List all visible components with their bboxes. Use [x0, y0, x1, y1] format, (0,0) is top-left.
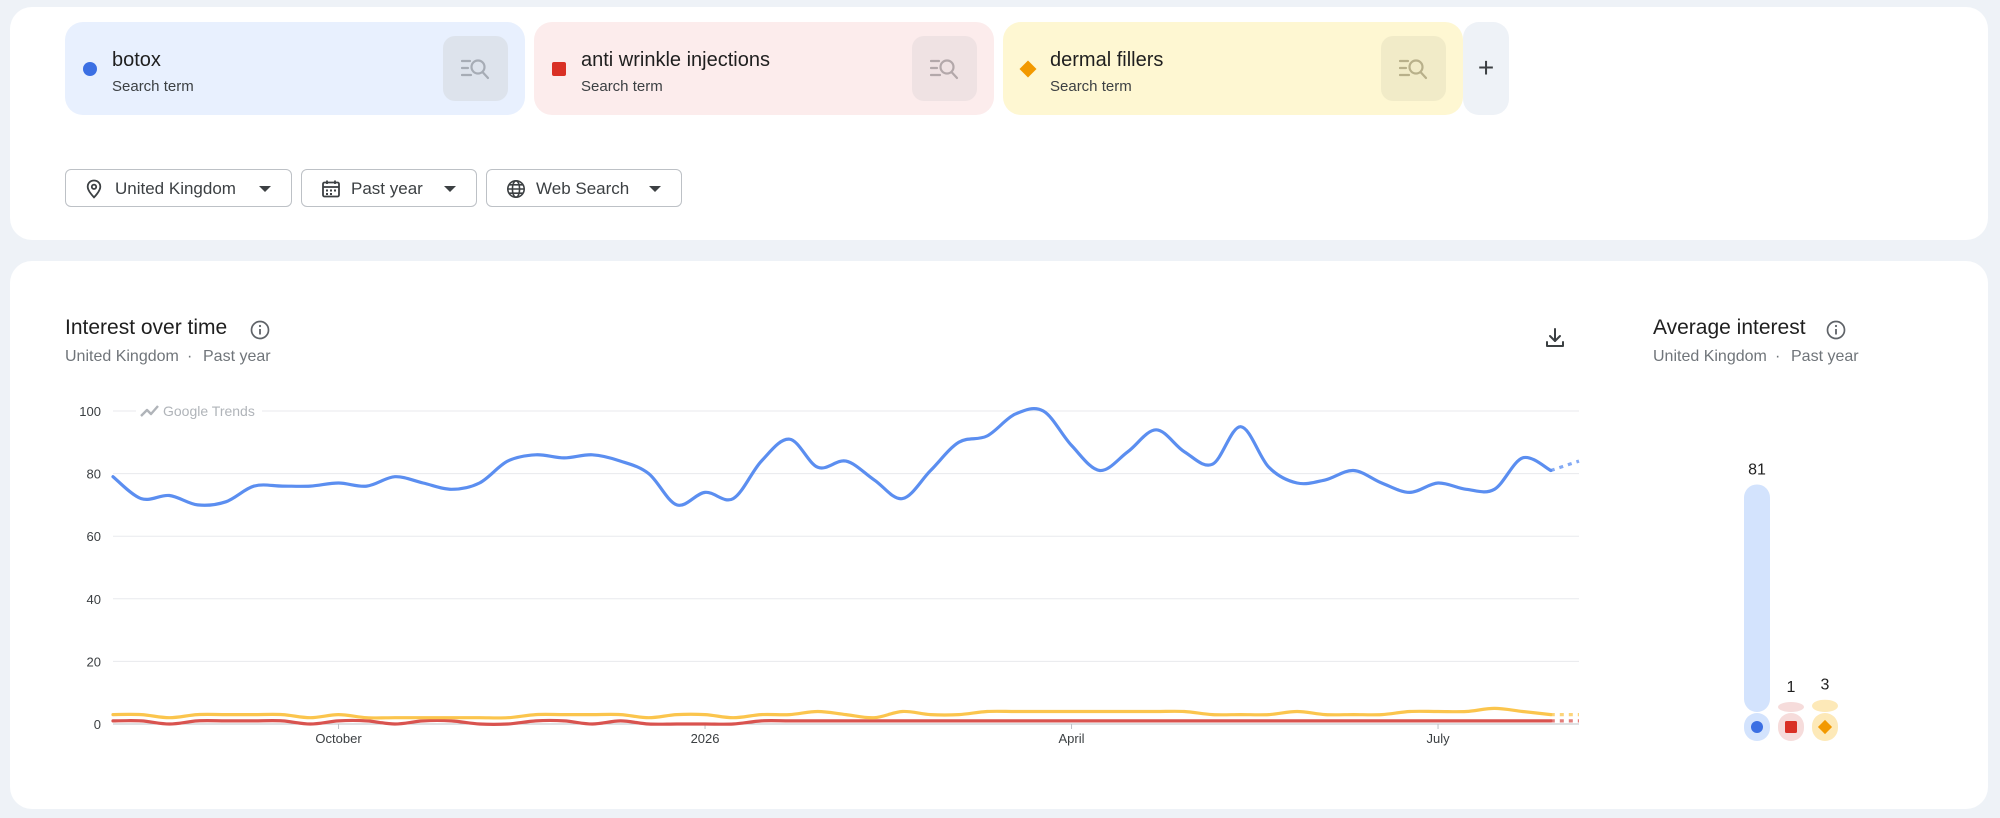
watermark-label: Google Trends — [163, 403, 255, 419]
diamond-marker-icon — [1817, 719, 1833, 735]
x-tick-label: 2026 — [691, 731, 720, 746]
search-list-icon — [1399, 59, 1428, 80]
location-filter-label: United Kingdom — [115, 179, 236, 198]
subtitle-separator: · — [1775, 348, 1781, 365]
time-range-filter-label: Past year — [351, 179, 423, 198]
circle-marker-icon — [1751, 721, 1763, 733]
square-marker-icon — [552, 62, 566, 76]
avg-bar-botox — [1744, 484, 1770, 712]
search-type-filter-label: Web Search — [536, 179, 630, 198]
explore-term-button[interactable] — [912, 36, 977, 101]
x-tick-label: April — [1059, 731, 1085, 746]
term-type-label: Search term — [581, 78, 663, 95]
series-line-anti-wrinkle-injections — [111, 718, 1553, 726]
info-icon[interactable] — [1826, 320, 1846, 340]
term-chip-botox[interactable]: botox Search term — [65, 22, 525, 115]
dropdown-caret-icon — [259, 186, 271, 192]
term-chip-anti-wrinkle-injections[interactable]: anti wrinkle injections Search term — [534, 22, 994, 115]
avg-bar-anti-wrinkle-injections — [1778, 702, 1804, 712]
add-term-button[interactable]: + — [1463, 22, 1509, 115]
subtitle-separator: · — [187, 348, 193, 365]
search-list-icon — [930, 59, 959, 80]
term-name: dermal fillers — [1050, 49, 1164, 71]
square-marker-icon — [1785, 721, 1797, 733]
y-tick-label: 100 — [79, 404, 101, 419]
avg-bar-dermal-fillers — [1812, 699, 1838, 712]
series-line-botox — [111, 407, 1553, 507]
location-filter[interactable]: United Kingdom — [65, 169, 292, 207]
term-name: anti wrinkle injections — [581, 49, 770, 71]
trend-arrow-icon — [140, 405, 159, 417]
explore-term-button[interactable] — [443, 36, 508, 101]
interest-period: Past year — [203, 348, 271, 365]
interest-over-time-chart[interactable]: 0 20 40 60 80 100 October 2026 April July Google T… — [0, 0, 1620, 818]
term-name: botox — [112, 49, 161, 71]
term-type-label: Search term — [112, 78, 194, 95]
time-range-filter[interactable]: Past year — [301, 169, 477, 207]
y-tick-label: 40 — [87, 592, 101, 607]
average-location: United Kingdom — [1653, 348, 1767, 365]
y-tick-label: 60 — [87, 529, 101, 544]
y-tick-label: 20 — [87, 654, 101, 669]
charts-panel — [10, 261, 1988, 809]
globe-icon — [507, 180, 525, 198]
watermark-background — [136, 401, 262, 421]
info-icon[interactable] — [250, 320, 270, 340]
x-tick-label: October — [315, 731, 362, 746]
location-pin-icon — [86, 179, 102, 199]
x-tick-label: July — [1426, 731, 1450, 746]
avg-value-label: 3 — [1821, 677, 1830, 694]
search-list-icon — [461, 59, 490, 80]
average-period: Past year — [1791, 348, 1859, 365]
circle-marker-icon — [83, 62, 97, 76]
download-icon[interactable] — [1543, 326, 1567, 350]
dropdown-caret-icon — [649, 186, 661, 192]
interest-location: United Kingdom — [65, 348, 179, 365]
average-interest-title: Average interest — [1653, 316, 1806, 339]
explore-term-button[interactable] — [1381, 36, 1446, 101]
y-tick-label: 0 — [94, 717, 101, 732]
term-chip-dermal-fillers[interactable]: dermal fillers Search term — [1003, 22, 1463, 115]
interest-over-time-title: Interest over time — [65, 316, 228, 339]
search-type-filter[interactable]: Web Search — [486, 169, 682, 207]
dropdown-caret-icon — [444, 186, 456, 192]
term-type-label: Search term — [1050, 78, 1132, 95]
series-line-dermal-fillers — [111, 706, 1553, 720]
avg-value-label: 1 — [1787, 679, 1796, 696]
avg-value-label: 81 — [1748, 461, 1766, 478]
plus-icon: + — [1477, 52, 1495, 83]
y-tick-label: 80 — [87, 467, 101, 482]
calendar-icon — [322, 180, 340, 198]
